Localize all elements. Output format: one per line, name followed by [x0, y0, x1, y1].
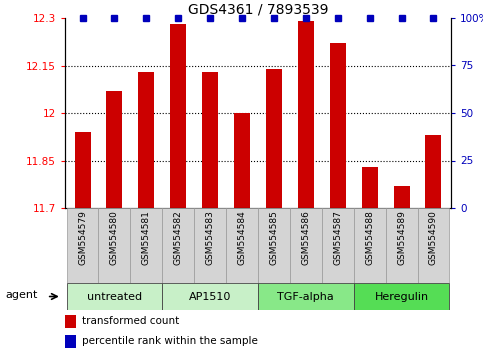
Bar	[194, 208, 226, 283]
Text: GSM554585: GSM554585	[270, 210, 279, 265]
Text: GSM554587: GSM554587	[333, 210, 342, 265]
Bar	[290, 208, 322, 283]
Bar	[354, 283, 449, 310]
Bar	[65, 335, 76, 348]
Bar	[162, 208, 194, 283]
Bar	[258, 283, 354, 310]
Text: GSM554589: GSM554589	[397, 210, 406, 265]
Bar	[362, 167, 378, 208]
Text: GSM554579: GSM554579	[78, 210, 87, 265]
Bar	[106, 91, 122, 208]
Bar	[234, 113, 250, 208]
Bar	[258, 208, 290, 283]
Bar	[394, 186, 410, 208]
Bar	[130, 208, 162, 283]
Text: GSM554582: GSM554582	[174, 210, 183, 265]
Text: GSM554581: GSM554581	[142, 210, 151, 265]
Text: Heregulin: Heregulin	[374, 291, 428, 302]
Bar	[354, 208, 385, 283]
Bar	[99, 208, 130, 283]
Text: GSM554580: GSM554580	[110, 210, 119, 265]
Bar	[417, 208, 449, 283]
Bar	[330, 43, 346, 208]
Bar	[266, 69, 282, 208]
Bar	[322, 208, 354, 283]
Text: GSM554586: GSM554586	[301, 210, 311, 265]
Text: TGF-alpha: TGF-alpha	[277, 291, 334, 302]
Bar	[74, 132, 90, 208]
Bar	[170, 24, 186, 208]
Bar	[426, 135, 441, 208]
Text: GSM554588: GSM554588	[365, 210, 374, 265]
Bar	[162, 283, 258, 310]
Title: GDS4361 / 7893539: GDS4361 / 7893539	[188, 3, 328, 17]
Bar	[138, 72, 155, 208]
Text: transformed count: transformed count	[82, 316, 179, 326]
Text: untreated: untreated	[87, 291, 142, 302]
Bar	[202, 72, 218, 208]
Text: GSM554583: GSM554583	[206, 210, 214, 265]
Text: AP1510: AP1510	[189, 291, 231, 302]
Bar	[67, 208, 99, 283]
Bar	[385, 208, 417, 283]
Text: GSM554590: GSM554590	[429, 210, 438, 265]
Bar	[226, 208, 258, 283]
Bar	[65, 315, 76, 328]
Text: percentile rank within the sample: percentile rank within the sample	[82, 337, 257, 347]
Text: GSM554584: GSM554584	[238, 210, 246, 265]
Bar	[67, 283, 162, 310]
Text: agent: agent	[5, 290, 38, 300]
Bar	[298, 21, 314, 208]
